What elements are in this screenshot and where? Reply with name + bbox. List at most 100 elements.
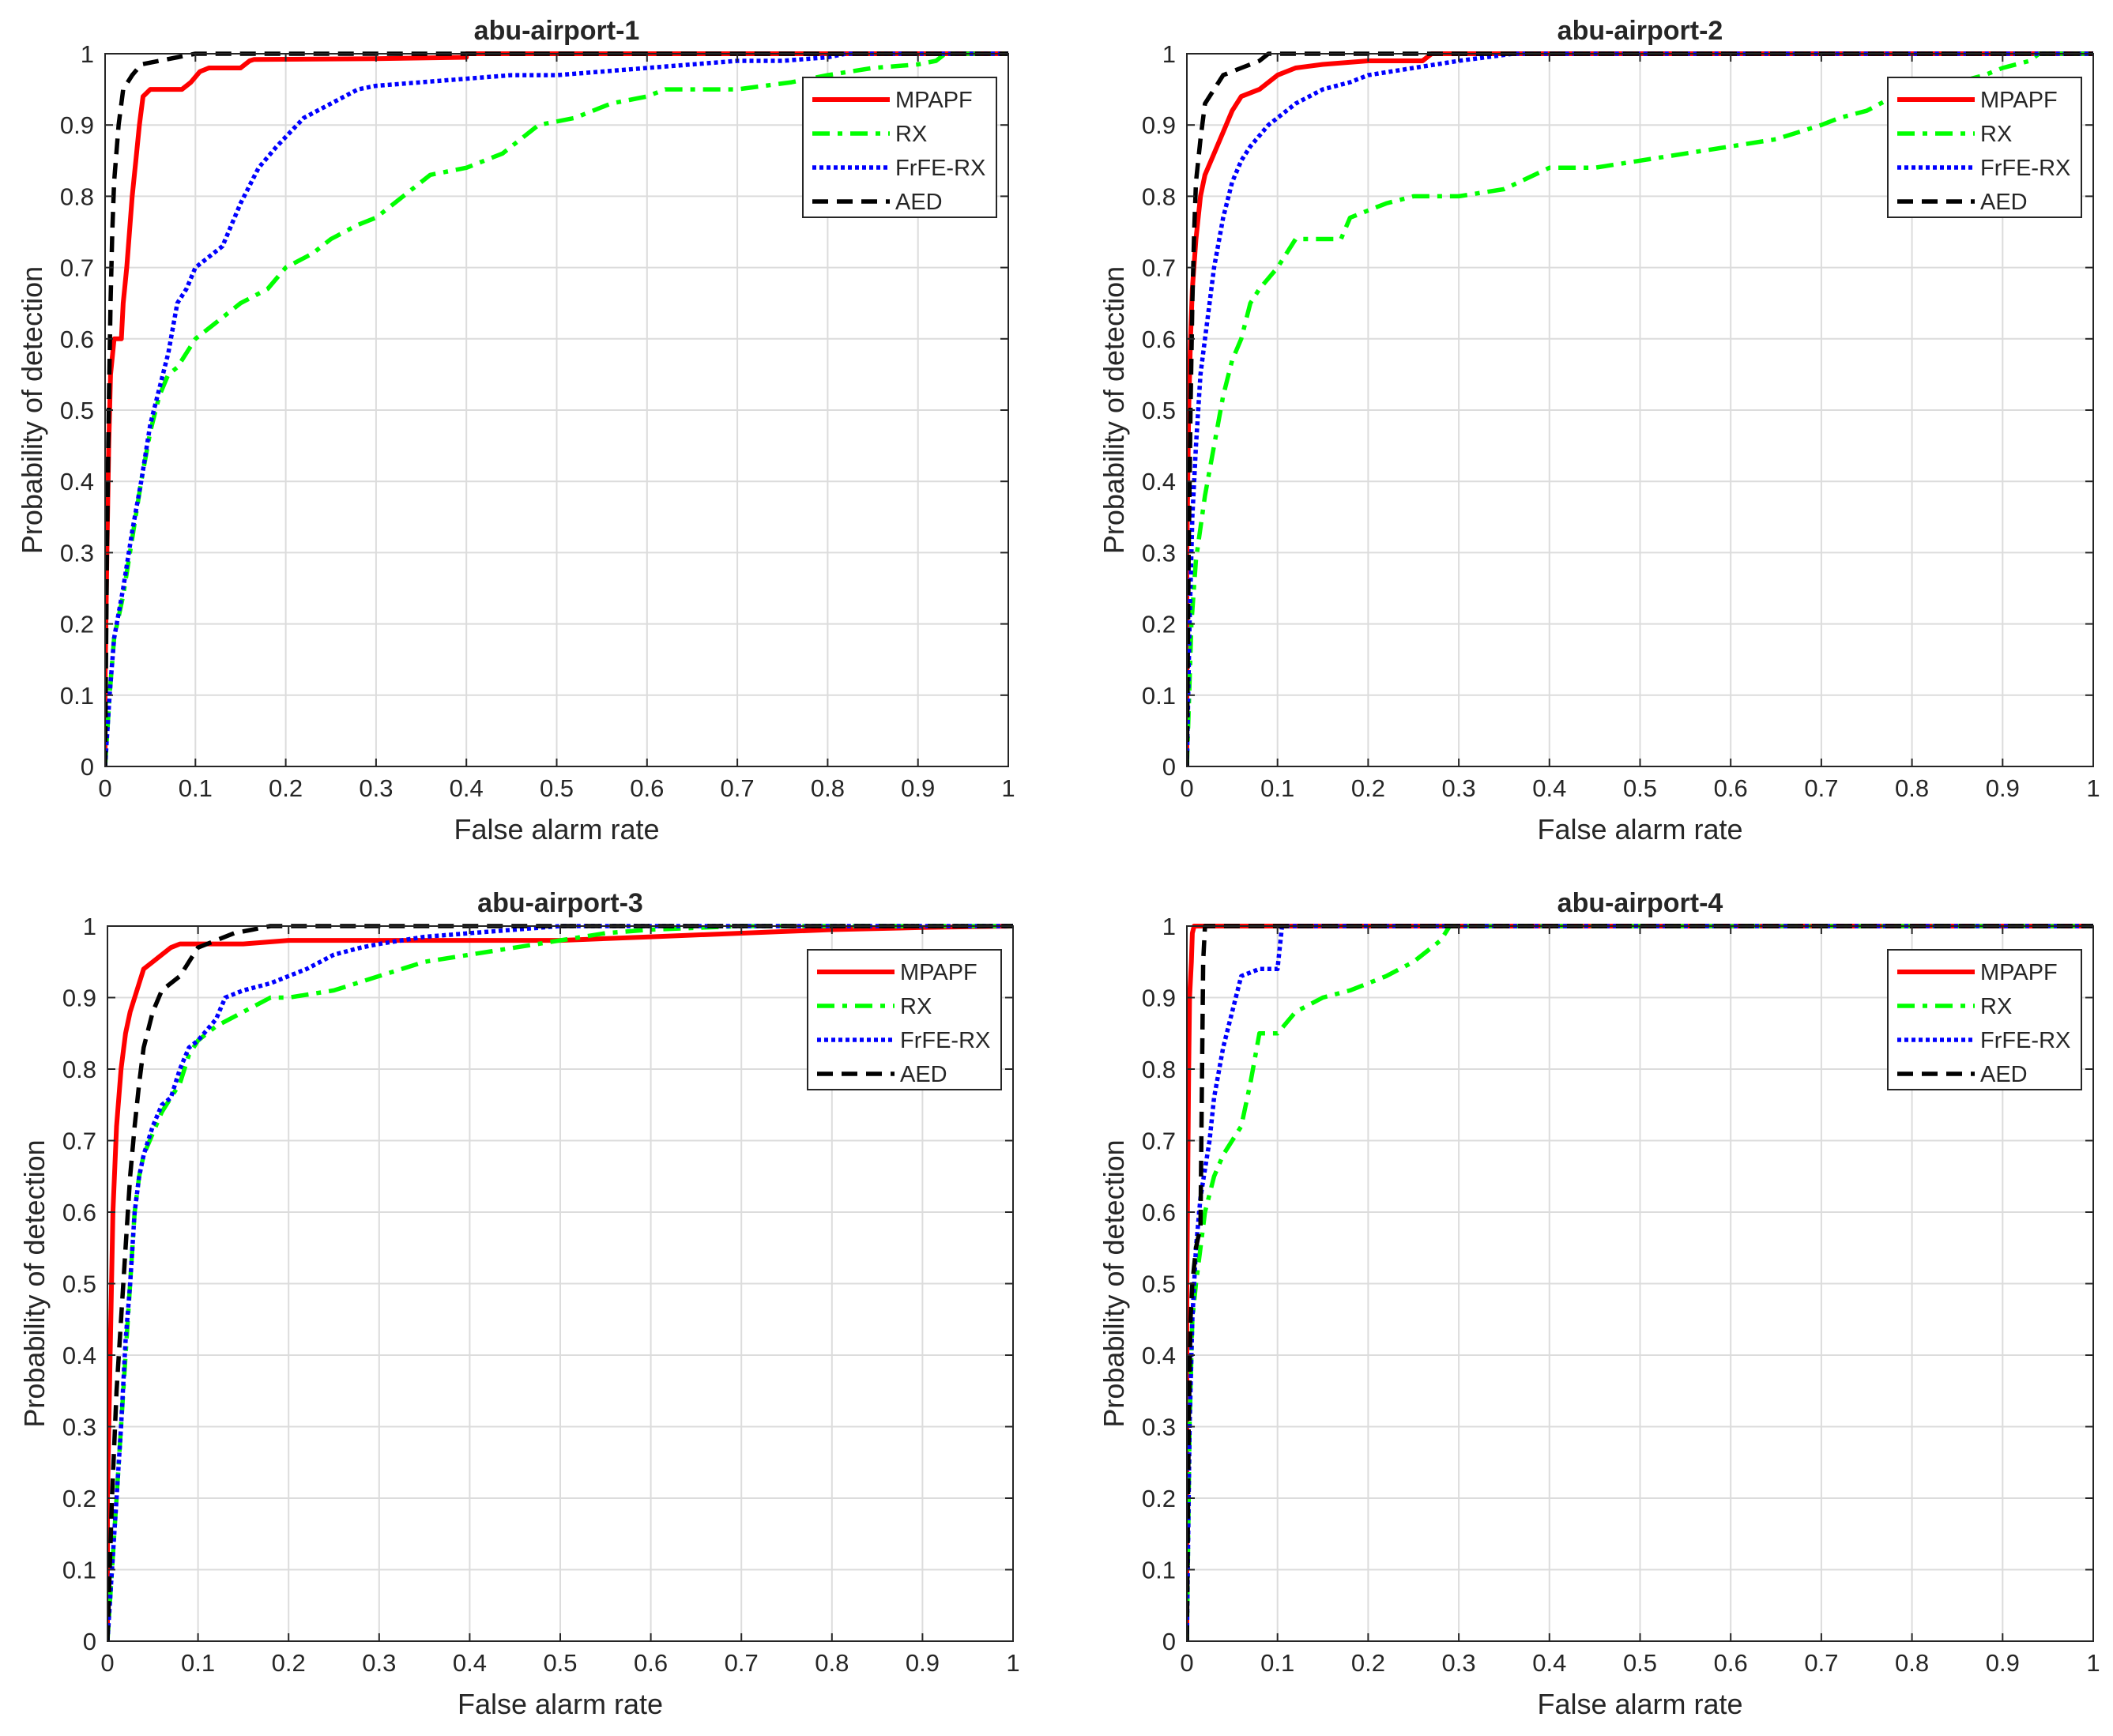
chart-2-x-tick-label-1: 0.1 bbox=[1260, 774, 1294, 802]
chart-2-x-tick-label-5: 0.5 bbox=[1623, 774, 1657, 802]
chart-2-y-tick-label-6: 0.6 bbox=[1142, 326, 1176, 353]
chart-4-legend-label-aed: AED bbox=[1980, 1062, 2028, 1087]
chart-4-x-tick-label-4: 0.4 bbox=[1532, 1649, 1566, 1677]
chart-4-y-tick-label-0: 0 bbox=[1162, 1628, 1176, 1655]
chart-3-y-tick-label-6: 0.6 bbox=[62, 1199, 96, 1226]
chart-3-x-tick-label-1: 0.1 bbox=[181, 1649, 215, 1677]
chart-4-y-tick-label-8: 0.8 bbox=[1142, 1056, 1176, 1083]
chart-1-series-aed bbox=[105, 51, 1008, 766]
chart-4-y-tick-label-10: 1 bbox=[1162, 913, 1176, 940]
chart-2-y-tick-label-10: 1 bbox=[1162, 40, 1176, 68]
chart-4-legend: MPAPF RX FrFE-RX AED bbox=[1887, 949, 2082, 1090]
chart-2-y-tick-label-4: 0.4 bbox=[1142, 468, 1176, 495]
chart-2-x-tick-label-3: 0.3 bbox=[1442, 774, 1476, 802]
chart-2-y-tick-label-5: 0.5 bbox=[1142, 397, 1176, 424]
chart-2-legend-label-mpapf: MPAPF bbox=[1980, 88, 2058, 113]
chart-3-x-tick-label-0: 0 bbox=[100, 1649, 114, 1677]
chart-1-y-axis-label: Probability of detection bbox=[16, 266, 48, 554]
chart-1-x-tick-label-8: 0.8 bbox=[811, 774, 845, 802]
chart-2-x-tick-label-0: 0 bbox=[1180, 774, 1193, 802]
chart-3-y-tick-label-1: 0.1 bbox=[62, 1557, 96, 1584]
chart-2-series-frfe-rx bbox=[1187, 51, 2093, 766]
chart-2-x-tick-label-10: 1 bbox=[2086, 774, 2100, 802]
chart-3-x-tick-label-5: 0.5 bbox=[543, 1649, 577, 1677]
chart-2-title: abu-airport-2 bbox=[1557, 16, 1723, 46]
chart-1-y-tick-label-10: 1 bbox=[81, 40, 94, 68]
chart-3-x-tick-label-2: 0.2 bbox=[272, 1649, 306, 1677]
chart-1-x-tick-label-2: 0.2 bbox=[269, 774, 303, 802]
chart-2-x-tick-label-7: 0.7 bbox=[1804, 774, 1838, 802]
chart-2-legend-label-frfe-rx: FrFE-RX bbox=[1980, 156, 2070, 181]
chart-3-x-tick-label-10: 1 bbox=[1006, 1649, 1019, 1677]
chart-3-x-tick-label-3: 0.3 bbox=[362, 1649, 396, 1677]
chart-1-x-tick-label-0: 0 bbox=[98, 774, 111, 802]
chart-2-x-tick-label-8: 0.8 bbox=[1895, 774, 1929, 802]
chart-1-x-axis-label: False alarm rate bbox=[454, 813, 659, 845]
chart-4-x-tick-label-3: 0.3 bbox=[1442, 1649, 1476, 1677]
chart-4-y-tick-label-1: 0.1 bbox=[1142, 1557, 1176, 1584]
chart-2-y-axis-label: Probability of detection bbox=[1098, 266, 1130, 554]
chart-3-series-rx bbox=[107, 924, 1013, 1641]
chart-3-x-tick-label-4: 0.4 bbox=[453, 1649, 487, 1677]
chart-1-legend-label-frfe-rx: FrFE-RX bbox=[895, 156, 985, 181]
chart-1-y-tick-label-4: 0.4 bbox=[60, 468, 94, 495]
chart-2-series-mpapf bbox=[1187, 51, 2093, 766]
chart-4-y-tick-label-5: 0.5 bbox=[1142, 1271, 1176, 1298]
chart-4-series-rx bbox=[1187, 924, 2093, 1641]
chart-3-legend: MPAPF RX FrFE-RX AED bbox=[807, 949, 1002, 1090]
chart-3-x-tick-label-6: 0.6 bbox=[634, 1649, 668, 1677]
chart-3-y-tick-label-9: 0.9 bbox=[62, 985, 96, 1012]
chart-2-series-aed bbox=[1187, 51, 2093, 766]
chart-2-y-tick-label-2: 0.2 bbox=[1142, 611, 1176, 638]
chart-3-y-tick-label-4: 0.4 bbox=[62, 1342, 96, 1369]
chart-4-x-tick-label-10: 1 bbox=[2086, 1649, 2100, 1677]
chart-3-y-tick-label-3: 0.3 bbox=[62, 1414, 96, 1441]
chart-4-y-tick-label-9: 0.9 bbox=[1142, 985, 1176, 1012]
chart-4-y-tick-label-3: 0.3 bbox=[1142, 1414, 1176, 1441]
chart-3: 0 0.1 0.2 0.3 0.4 0.5 0.6 0.7 0.8 0.9 1 0 0.1 0.2 0.3 0… bbox=[18, 888, 1020, 1720]
chart-1-y-tick-label-3: 0.3 bbox=[60, 539, 94, 567]
chart-1-x-tick-label-1: 0.1 bbox=[179, 774, 213, 802]
chart-2-y-tick-label-1: 0.1 bbox=[1142, 682, 1176, 710]
chart-1-y-tick-label-5: 0.5 bbox=[60, 397, 94, 424]
chart-4-legend-label-rx: RX bbox=[1980, 994, 2012, 1019]
chart-4-x-tick-label-5: 0.5 bbox=[1623, 1649, 1657, 1677]
chart-4: 0 0.1 0.2 0.3 0.4 0.5 0.6 0.7 0.8 0.9 1 0 0.1 0.2 0.3 0… bbox=[1098, 888, 2100, 1720]
chart-2: 0 0.1 0.2 0.3 0.4 0.5 0.6 0.7 0.8 0.9 1 0 0.1 0.2 0.3 0… bbox=[1098, 16, 2100, 845]
chart-4-y-tick-label-7: 0.7 bbox=[1142, 1128, 1176, 1155]
chart-2-legend-label-aed: AED bbox=[1980, 190, 2028, 215]
chart-1-legend: MPAPF RX FrFE-RX AED bbox=[802, 77, 997, 218]
chart-1-x-tick-label-3: 0.3 bbox=[359, 774, 393, 802]
chart-1-x-tick-label-7: 0.7 bbox=[721, 774, 755, 802]
chart-2-x-tick-label-9: 0.9 bbox=[1986, 774, 2020, 802]
chart-3-x-tick-label-7: 0.7 bbox=[725, 1649, 759, 1677]
chart-2-y-tick-label-3: 0.3 bbox=[1142, 539, 1176, 567]
chart-3-y-tick-label-7: 0.7 bbox=[62, 1128, 96, 1155]
chart-1-series-frfe-rx bbox=[105, 51, 1008, 766]
chart-4-legend-label-mpapf: MPAPF bbox=[1980, 960, 2058, 985]
chart-1-y-tick-label-9: 0.9 bbox=[60, 111, 94, 139]
chart-2-y-tick-label-7: 0.7 bbox=[1142, 254, 1176, 282]
chart-1-y-tick-label-6: 0.6 bbox=[60, 326, 94, 353]
chart-1-y-tick-label-8: 0.8 bbox=[60, 183, 94, 210]
chart-3-y-tick-label-8: 0.8 bbox=[62, 1056, 96, 1083]
chart-2-y-tick-label-9: 0.9 bbox=[1142, 111, 1176, 139]
chart-2-y-tick-label-8: 0.8 bbox=[1142, 183, 1176, 210]
chart-1-y-tick-label-0: 0 bbox=[81, 753, 94, 781]
chart-1-title: abu-airport-1 bbox=[474, 16, 640, 46]
chart-3-y-axis-label: Probability of detection bbox=[18, 1139, 51, 1427]
chart-2-x-tick-label-4: 0.4 bbox=[1532, 774, 1566, 802]
chart-3-title: abu-airport-3 bbox=[477, 888, 643, 918]
chart-2-legend-label-rx: RX bbox=[1980, 122, 2012, 147]
chart-1-legend-label-aed: AED bbox=[895, 190, 943, 215]
chart-3-legend-label-frfe-rx: FrFE-RX bbox=[900, 1028, 990, 1053]
chart-2-x-axis-label: False alarm rate bbox=[1537, 813, 1742, 845]
chart-4-y-tick-label-6: 0.6 bbox=[1142, 1199, 1176, 1226]
chart-4-x-tick-label-6: 0.6 bbox=[1714, 1649, 1748, 1677]
chart-3-legend-label-rx: RX bbox=[900, 994, 932, 1019]
chart-4-y-tick-label-4: 0.4 bbox=[1142, 1342, 1176, 1369]
chart-1-x-tick-label-5: 0.5 bbox=[540, 774, 574, 802]
chart-3-series-mpapf bbox=[107, 924, 1013, 1641]
chart-3-legend-label-mpapf: MPAPF bbox=[900, 960, 977, 985]
